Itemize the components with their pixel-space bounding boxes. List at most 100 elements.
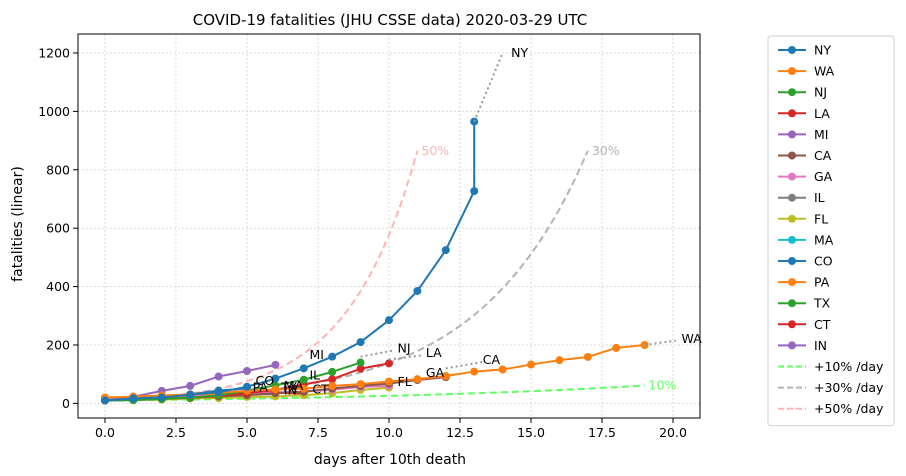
legend: NY WA NJ LA MI CA GA IL FL MA CO PA TX CT IN +10% /day +…: [767, 35, 895, 427]
legend-label: PA: [814, 275, 830, 290]
legend-marker: [788, 257, 796, 265]
reference-line-label: 10%: [649, 378, 677, 393]
data-point: [385, 316, 393, 325]
data-point: [157, 393, 166, 402]
data-point: [441, 371, 450, 380]
projection-line: [473, 52, 504, 122]
legend-marker: [788, 109, 796, 118]
data-point: [186, 381, 195, 390]
data-point: [385, 377, 393, 386]
data-point: [555, 356, 564, 365]
legend-marker: [788, 320, 796, 329]
legend-label: IL: [814, 190, 825, 205]
legend-marker: [788, 46, 796, 54]
legend-label: +50% /day: [814, 401, 884, 416]
data-point: [356, 358, 365, 367]
chart-title: COVID-19 fatalities (JHU CSSE data) 2020…: [193, 11, 587, 29]
x-tick-label: 15.0: [517, 425, 545, 440]
legend-label: FL: [814, 211, 828, 226]
x-tick-label: 20.0: [659, 425, 687, 440]
legend-label: CA: [814, 148, 832, 163]
series-end-label: NY: [511, 45, 528, 60]
data-point: [271, 360, 280, 369]
y-axis-label: fatalities (linear): [10, 166, 26, 282]
legend-label: MI: [814, 127, 828, 142]
data-point: [299, 364, 308, 373]
legend-label: +10% /day: [814, 359, 884, 374]
projection-line: [445, 360, 483, 370]
data-point: [441, 246, 450, 255]
data-point: [356, 380, 365, 389]
data-point: [271, 385, 280, 394]
reference-line: [104, 150, 419, 402]
series-end-label: NJ: [398, 341, 411, 356]
reference-line: [104, 150, 589, 402]
legend-marker: [788, 67, 796, 76]
legend-label: TX: [813, 296, 831, 311]
x-tick-label: 2.5: [166, 425, 186, 440]
y-tick-label: 800: [46, 162, 70, 177]
projection-line: [644, 339, 676, 346]
y-tick-label: 1200: [38, 45, 70, 60]
x-tick-label: 0.0: [95, 425, 115, 440]
reference-line-label: 50%: [421, 143, 449, 158]
legend-marker: [788, 299, 796, 308]
reference-line-label: 30%: [592, 143, 620, 158]
legend-label: LA: [814, 106, 830, 121]
legend-label: WA: [814, 64, 835, 79]
series-end-label: PA: [253, 380, 269, 395]
data-point: [299, 384, 308, 393]
legend-label: +30% /day: [814, 380, 884, 395]
data-point: [242, 382, 251, 391]
data-point: [214, 372, 223, 381]
legend-label: CO: [814, 254, 833, 269]
data-point: [470, 367, 479, 376]
x-tick-label: 7.5: [308, 425, 328, 440]
y-tick-label: 400: [46, 279, 70, 294]
data-point: [328, 381, 337, 390]
series-end-label: TX: [280, 380, 298, 395]
x-tick-label: 5.0: [237, 425, 257, 440]
legend-marker: [788, 130, 796, 139]
projection-line: [388, 354, 424, 361]
data-point: [413, 375, 422, 384]
data-point: [242, 366, 251, 375]
legend-label: CT: [814, 317, 831, 332]
data-point: [328, 367, 337, 376]
series-end-label: CT: [312, 381, 329, 396]
data-point: [129, 394, 138, 403]
y-tick-label: 600: [46, 221, 70, 236]
data-point: [328, 352, 337, 361]
data-point: [470, 187, 479, 196]
legend-marker: [788, 151, 796, 160]
legend-marker: [788, 278, 796, 287]
y-tick-label: 1000: [38, 104, 70, 119]
series-end-label: IN: [284, 383, 297, 398]
x-tick-label: 10.0: [375, 425, 403, 440]
data-point: [328, 375, 337, 384]
series-end-label: WA: [682, 331, 703, 346]
x-tick-label: 12.5: [446, 425, 474, 440]
data-point: [413, 286, 422, 295]
projection-line: [360, 349, 395, 358]
legend-marker: [788, 172, 796, 181]
series-line: [104, 121, 476, 402]
data-point: [186, 390, 195, 399]
legend-label: IN: [814, 338, 827, 353]
data-point: [356, 364, 365, 373]
data-point: [356, 338, 365, 347]
data-point: [583, 352, 592, 361]
x-tick-label: 17.5: [588, 425, 616, 440]
series-end-label: CO: [256, 373, 275, 388]
series-end-label: MA: [284, 378, 304, 393]
series-end-label: GA: [426, 365, 445, 380]
data-point: [498, 365, 507, 374]
data-point: [214, 388, 223, 397]
legend-marker: [788, 88, 796, 97]
series-end-label: IL: [309, 367, 320, 382]
legend-marker: [788, 193, 796, 202]
series-end-label: CA: [483, 352, 501, 367]
series-end-label: LA: [426, 345, 442, 360]
